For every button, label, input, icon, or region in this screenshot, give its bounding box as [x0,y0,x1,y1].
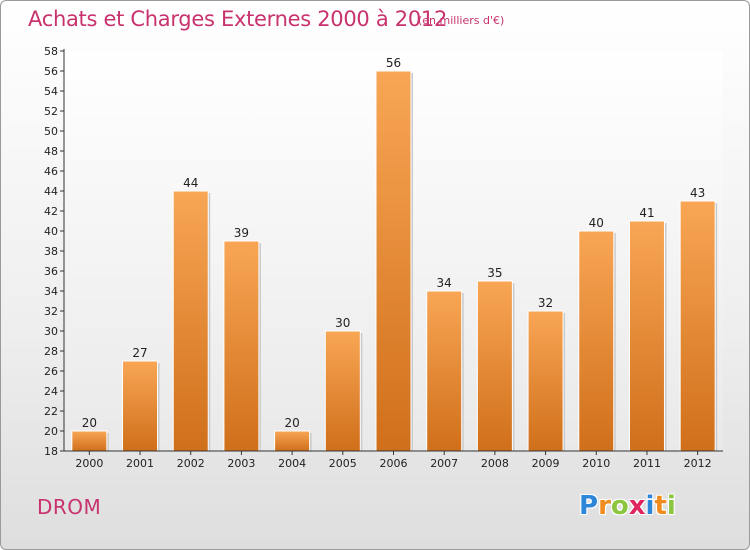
y-tick-label: 32 [44,305,58,318]
commune-name: DROM [37,495,102,519]
x-tick-label: 2008 [481,457,509,470]
y-tick-label: 42 [44,205,58,218]
y-tick-label: 52 [44,105,58,118]
bar-value-label: 39 [234,226,249,240]
y-tick-label: 46 [44,165,58,178]
bars-group: 20 27 44 39 20 30 56 34 35 32 40 41 43 [71,56,718,452]
y-tick-label: 38 [44,245,58,258]
bar-2000[interactable] [71,430,108,452]
y-tick-label: 56 [44,65,58,78]
y-tick-label: 58 [44,45,58,58]
y-tick-label: 48 [44,145,58,158]
bar-2005[interactable] [324,330,361,452]
axes-group: 18 20 22 24 26 28 30 32 34 36 38 40 42 44 46 48 50 52 54 56… [44,45,723,470]
logo-letter-5: t [654,491,667,521]
x-tick-label: 2005 [329,457,357,470]
bar-value-label: 20 [284,416,299,430]
bar-value-label: 32 [538,296,553,310]
x-tick-label: 2007 [430,457,458,470]
y-tick-label: 30 [44,325,58,338]
bar-2010[interactable] [578,230,615,452]
bar-value-label: 27 [132,346,147,360]
x-tick-label: 2000 [75,457,103,470]
logo-letter-1: r [598,491,611,521]
bar-2012[interactable] [679,200,716,452]
x-tick-label: 2012 [684,457,712,470]
logo-letter-4: i [645,491,655,521]
bar-2002[interactable] [172,190,209,452]
x-tick-label: 2009 [532,457,560,470]
y-tick-label: 50 [44,125,58,138]
x-tick-label: 2004 [278,457,306,470]
bar-value-label: 40 [589,216,604,230]
bar-value-label: 41 [639,206,654,220]
y-tick-label: 28 [44,345,58,358]
x-tick-label: 2006 [380,457,408,470]
bar-2004[interactable] [274,430,311,452]
bar-2011[interactable] [628,220,665,452]
bar-value-label: 35 [487,266,502,280]
y-tick-label: 34 [44,285,58,298]
proxiti-logo[interactable]: Proxiti [579,491,676,521]
y-tick-label: 36 [44,265,58,278]
x-tick-label: 2001 [126,457,154,470]
bar-2001[interactable] [122,360,159,452]
bar-value-label: 34 [437,276,452,290]
logo-letter-0: P [579,491,599,521]
x-tick-label: 2011 [633,457,661,470]
bar-2006[interactable] [375,70,412,452]
bar-2003[interactable] [223,240,260,452]
bar-value-label: 56 [386,56,401,70]
bar-value-label: 43 [690,186,705,200]
bar-value-label: 44 [183,176,198,190]
y-tick-label: 26 [44,365,58,378]
bar-2007[interactable] [426,290,463,452]
y-tick-label: 18 [44,445,58,458]
logo-letter-6: i [666,491,676,521]
logo-letter-2: o [610,491,629,521]
y-tick-label: 40 [44,225,58,238]
logo-letter-3: x [628,491,646,521]
y-tick-label: 22 [44,405,58,418]
chart-title: Achats et Charges Externes 2000 à 2012 [28,7,448,31]
chart-unit: (en milliers d'€) [418,14,505,27]
x-tick-label: 2003 [227,457,255,470]
x-tick-label: 2002 [177,457,205,470]
bar-2009[interactable] [527,310,564,452]
x-tick-label: 2010 [582,457,610,470]
bar-value-label: 20 [82,416,97,430]
bar-2008[interactable] [476,280,513,452]
y-tick-label: 24 [44,385,58,398]
y-tick-label: 20 [44,425,58,438]
bar-value-label: 30 [335,316,350,330]
y-tick-label: 54 [44,85,58,98]
y-tick-label: 44 [44,185,58,198]
